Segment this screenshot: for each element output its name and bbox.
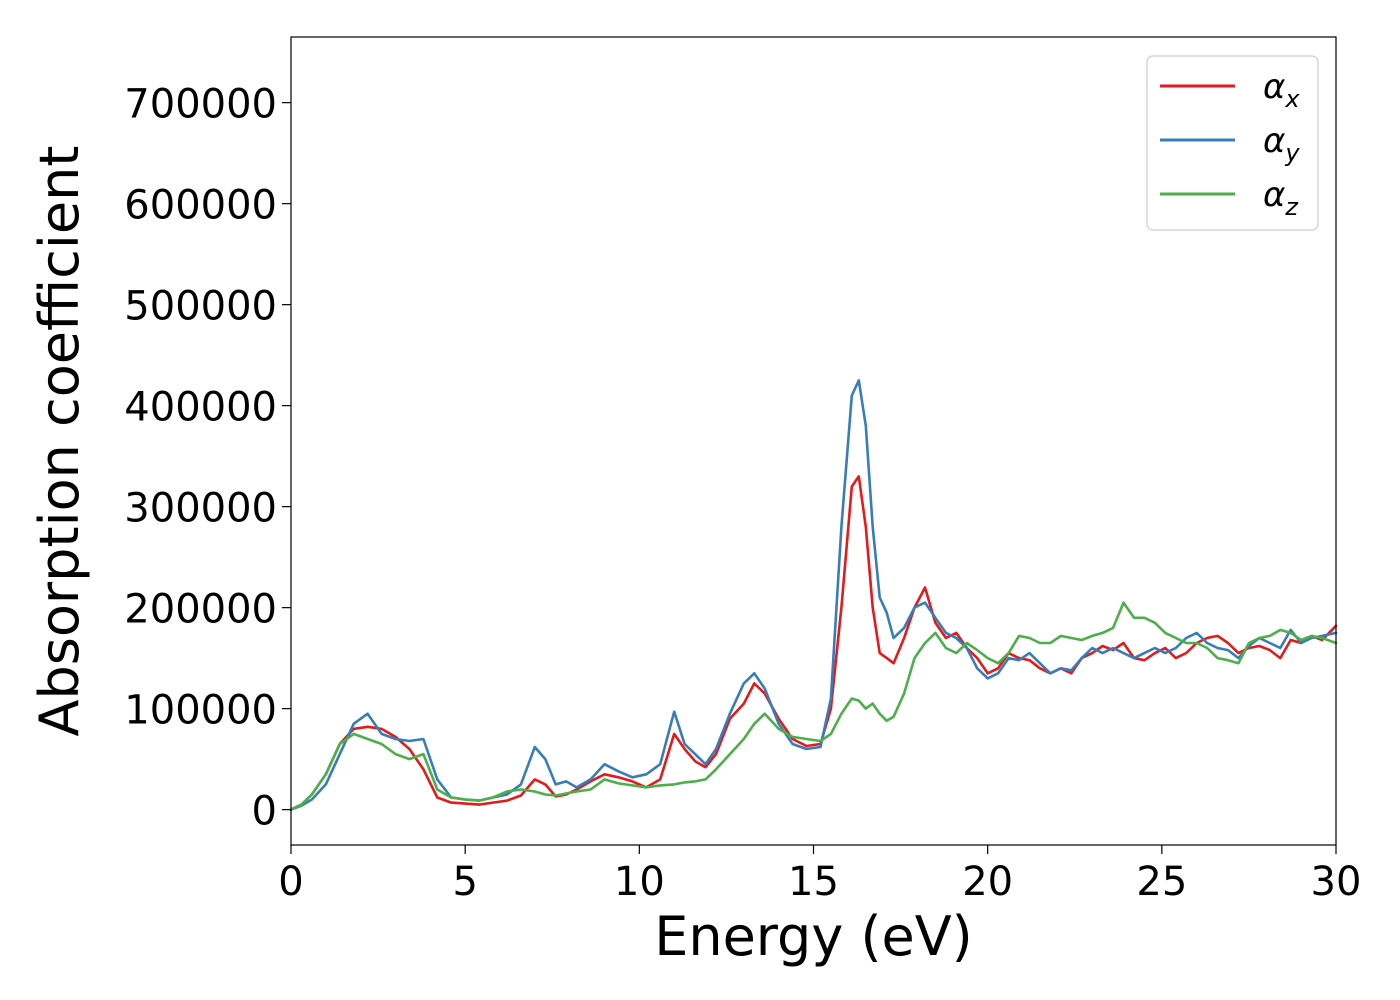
legend-item-z: αz	[1160, 175, 1299, 221]
legend-item-y: αy	[1160, 121, 1300, 167]
series-layer	[289, 379, 1338, 811]
x-tick-label: 5	[452, 859, 477, 905]
y-tick-label: 200000	[124, 587, 277, 633]
x-tick-label: 25	[1136, 859, 1187, 905]
y-tick-label: 400000	[124, 385, 277, 431]
x-tick-label: 10	[614, 859, 665, 905]
x-tick-label: 0	[278, 859, 303, 905]
y-tick-label: 0	[252, 789, 277, 835]
x-tick-label: 30	[1311, 859, 1362, 905]
y-tick-label: 700000	[124, 82, 277, 128]
x-axis-label: Energy (eV)	[654, 905, 973, 968]
series-line-z	[289, 601, 1338, 811]
x-tick-label: 20	[962, 859, 1013, 905]
y-tick-label: 600000	[124, 183, 277, 229]
x-axis: 0 5 10 15 20 25 30	[278, 845, 1361, 905]
legend: αx αy αz	[1146, 55, 1319, 231]
x-tick-label: 15	[788, 859, 839, 905]
legend-label: αx	[1263, 67, 1300, 113]
legend-label: αz	[1263, 175, 1299, 221]
y-tick-label: 300000	[124, 486, 277, 532]
legend-item-x: αx	[1160, 67, 1300, 113]
y-axis-label: Absorption coefficient	[28, 146, 91, 737]
y-tick-label: 100000	[124, 688, 277, 734]
series-line-x	[289, 475, 1338, 811]
legend-box	[1146, 55, 1319, 231]
legend-label: αy	[1263, 121, 1300, 167]
y-axis: 0 100000 200000 300000 400000 500000 600000 700…	[124, 82, 291, 835]
y-tick-label: 500000	[124, 284, 277, 330]
